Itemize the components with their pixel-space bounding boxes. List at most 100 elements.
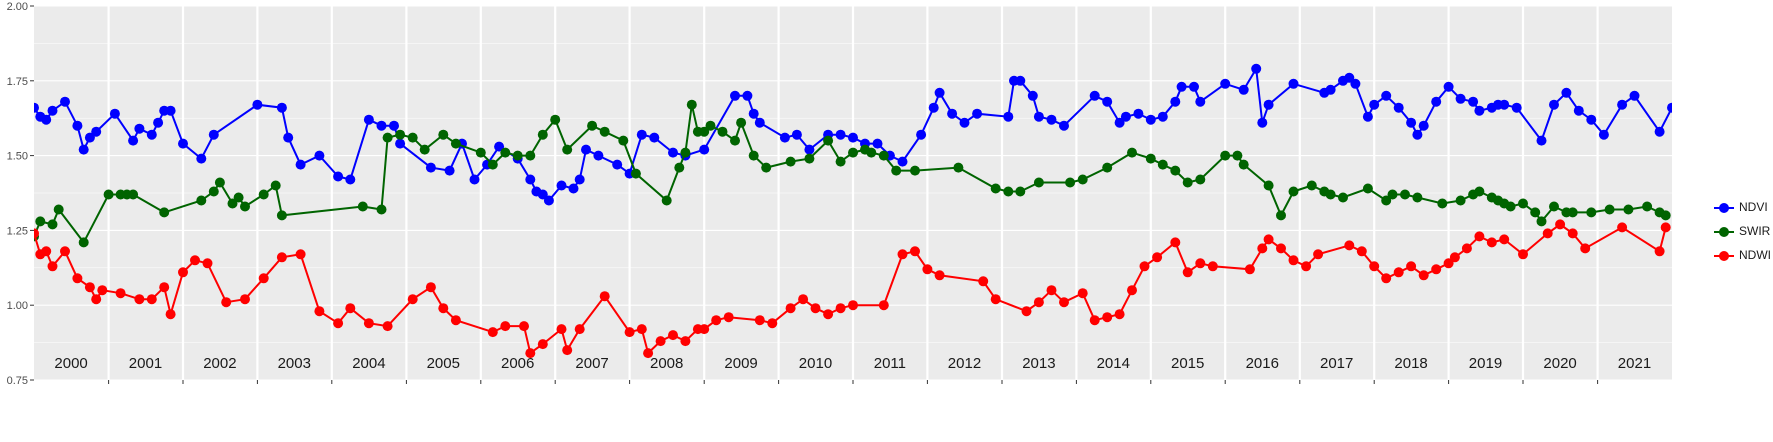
data-point-ndwi: [624, 327, 635, 338]
data-point-ndvi: [1238, 84, 1249, 95]
data-point-ndvi: [84, 132, 95, 143]
year-label: 2011: [874, 355, 906, 372]
data-point-ndwi: [1195, 258, 1206, 269]
data-point-ndwi: [1059, 297, 1069, 308]
data-point-ndvi: [1114, 117, 1125, 128]
data-point-ndwi: [537, 339, 548, 350]
data-point-ndwi: [1617, 222, 1628, 233]
data-point-ndwi: [990, 294, 1001, 305]
data-point-ndvi: [872, 138, 883, 149]
data-point-ndvi: [208, 129, 219, 140]
data-point-ndwi: [848, 300, 858, 311]
data-point-swir: [1455, 195, 1466, 206]
data-point-ndwi: [1406, 261, 1417, 272]
data-point-swir: [910, 165, 920, 176]
data-point-ndwi: [668, 330, 678, 341]
data-point-ndvi: [537, 189, 548, 200]
data-point-ndwi: [1542, 228, 1553, 239]
data-point-swir: [848, 147, 858, 158]
data-point-ndvi: [848, 132, 858, 143]
data-point-ndvi: [525, 174, 536, 185]
year-label: 2006: [501, 355, 534, 372]
data-point-ndwi: [1139, 261, 1150, 272]
data-point-swir: [233, 192, 244, 203]
legend-key: [1714, 251, 1734, 261]
data-point-ndwi: [1344, 240, 1355, 251]
data-point-ndwi: [1021, 306, 1032, 317]
data-point-ndvi: [699, 144, 710, 155]
data-point-ndwi: [333, 318, 344, 329]
data-point-swir: [1015, 186, 1026, 197]
data-point-ndwi: [345, 303, 356, 314]
year-label: 2003: [278, 355, 311, 372]
data-point-ndvi: [41, 114, 52, 125]
data-point-ndwi: [221, 297, 232, 308]
data-point-ndwi: [165, 309, 176, 320]
data-point-swir: [748, 150, 759, 161]
data-point-swir: [240, 201, 250, 212]
data-point-swir: [630, 168, 641, 179]
data-point-ndvi: [60, 96, 70, 107]
data-point-ndvi: [91, 126, 102, 137]
data-point-ndvi: [276, 102, 287, 113]
data-point-ndwi: [60, 246, 70, 257]
data-point-ndwi: [1518, 249, 1528, 260]
legend-label: NDVI: [1739, 200, 1768, 214]
data-point-ndvi: [730, 90, 740, 101]
data-point-ndwi: [1443, 258, 1454, 269]
data-point-ndwi: [562, 345, 573, 356]
data-point-swir: [512, 150, 523, 161]
data-point-ndwi: [798, 294, 809, 305]
data-point-ndwi: [835, 303, 846, 314]
data-point-ndwi: [525, 348, 536, 359]
data-point-ndwi: [1431, 264, 1442, 275]
data-point-ndvi: [47, 105, 58, 116]
data-point-ndvi: [1629, 90, 1640, 101]
data-point-ndvi: [252, 99, 263, 110]
year-label: 2017: [1320, 355, 1353, 372]
data-point-swir: [1182, 177, 1193, 188]
data-point-ndwi: [1244, 264, 1255, 275]
y-tick-label: 1.00: [7, 300, 28, 312]
data-point-swir: [1232, 150, 1243, 161]
data-point-ndvi: [791, 129, 802, 140]
data-point-ndwi: [767, 318, 778, 329]
data-point-swir: [990, 183, 1001, 194]
data-point-ndwi: [295, 249, 306, 260]
series-ndvi: [34, 63, 1672, 206]
data-point-ndwi: [723, 312, 734, 323]
data-point-ndvi: [1220, 78, 1231, 89]
data-point-ndwi: [934, 270, 945, 281]
data-point-ndwi: [1077, 288, 1088, 299]
data-point-swir: [1549, 201, 1559, 212]
data-point-swir: [1033, 177, 1044, 188]
data-point-ndwi: [1486, 237, 1497, 248]
data-point-ndvi: [1251, 63, 1262, 74]
data-point-swir: [1412, 192, 1423, 203]
data-point-ndvi: [1362, 111, 1373, 122]
data-point-swir: [699, 126, 710, 137]
data-point-ndwi: [1369, 261, 1380, 272]
data-point-ndwi: [1301, 261, 1312, 272]
data-point-swir: [1362, 183, 1373, 194]
data-point-ndvi: [742, 90, 753, 101]
data-point-ndvi: [72, 120, 83, 131]
legend-key: [1714, 203, 1734, 213]
data-point-swir: [661, 195, 672, 206]
data-point-swir: [1077, 174, 1088, 185]
data-point-ndwi: [202, 258, 213, 269]
data-point-ndwi: [47, 261, 58, 272]
data-point-ndwi: [1474, 231, 1485, 242]
data-point-ndwi: [1461, 243, 1472, 254]
data-point-swir: [891, 165, 902, 176]
data-point-ndwi: [1555, 219, 1566, 230]
legend-key: [1714, 227, 1734, 237]
legend-key-point: [1719, 203, 1729, 213]
data-point-ndvi: [1350, 78, 1361, 89]
data-point-ndwi: [519, 321, 529, 332]
data-point-ndvi: [1561, 87, 1572, 98]
data-point-ndvi: [146, 129, 157, 140]
data-point-ndwi: [134, 294, 145, 305]
data-point-ndwi: [636, 324, 647, 335]
data-point-swir: [407, 132, 418, 143]
